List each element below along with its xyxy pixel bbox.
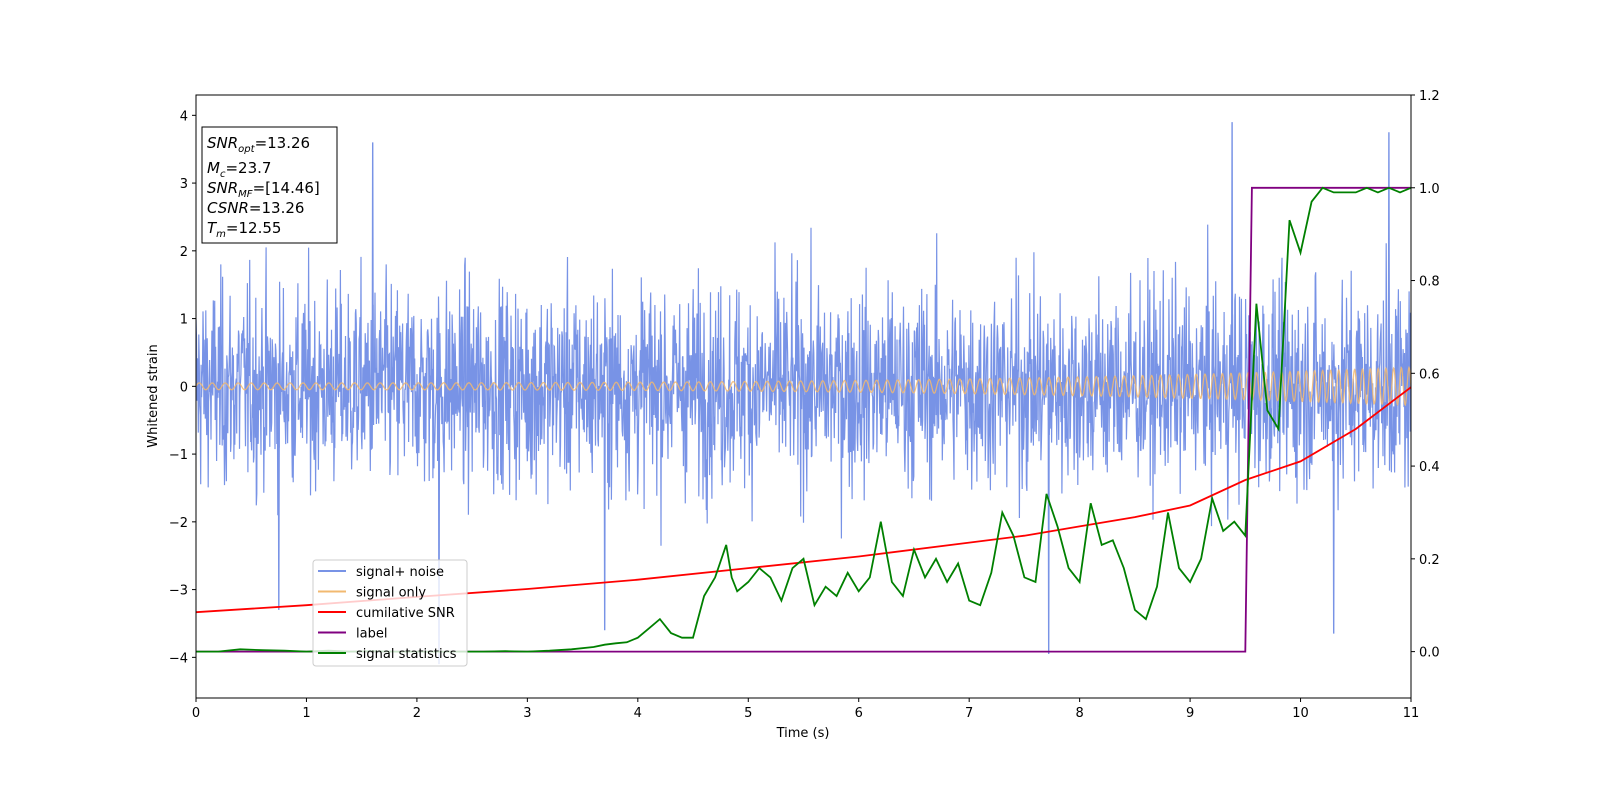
y-tick-label: −2 [169, 516, 188, 531]
legend-label: label [356, 627, 387, 642]
annotation-value: =12.55 [226, 219, 282, 237]
series-line-label [196, 186, 1411, 653]
annotation-value: =23.7 [225, 159, 271, 177]
annotation-symbol: SNR [207, 179, 238, 197]
annotation-line: SNRopt=13.26 [207, 134, 310, 155]
legend-label: signal+ noise [356, 565, 444, 580]
x-axis: 0 1 2 3 4 5 6 7 8 9 10 11 [192, 698, 1419, 721]
legend-label: signal only [356, 586, 426, 601]
annotation-value: =13.26 [249, 199, 305, 217]
annotation-subscript: opt [238, 144, 255, 155]
noise-spike [371, 142, 374, 387]
annotation-line: CSNR=13.26 [207, 199, 304, 217]
annotation-line: Mc=23.7 [207, 159, 271, 180]
x-tick-label: 0 [192, 706, 200, 721]
noise-spike [1332, 386, 1335, 634]
annotation-box: SNRopt=13.26Mc=23.7SNRMF=[14.46]CSNR=13.… [201, 126, 338, 244]
annotation-symbol: SNR [207, 134, 238, 152]
annotation-line: SNRMF=[14.46] [207, 179, 320, 200]
noise-spike [603, 386, 606, 631]
x-tick-label: 7 [965, 706, 973, 721]
y-tick-label: −4 [169, 651, 188, 666]
y-tick-label: −3 [169, 584, 188, 599]
legend: signal+ noise signal only cumilative SNR la… [312, 559, 468, 667]
x-tick-label: 11 [1403, 706, 1420, 721]
x-tick-label: 3 [523, 706, 531, 721]
series-line-signal-noise [196, 224, 1411, 546]
legend-label: cumilative SNR [356, 606, 455, 621]
annotation-symbol: CSNR [207, 199, 249, 217]
y-tick-label: 1 [180, 313, 188, 328]
x-tick-label: 2 [413, 706, 421, 721]
annotation-subscript: MF [238, 189, 253, 200]
x-tick-label: 10 [1292, 706, 1309, 721]
y-tick-label: 4 [180, 109, 188, 124]
annotation-subscript: c [220, 169, 226, 180]
noise-spike [1387, 132, 1391, 387]
y-tick-label: 2 [180, 245, 188, 260]
plot-frame [195, 94, 1412, 699]
x-tick-label: 4 [634, 706, 642, 721]
annotation-line: Tm=12.55 [207, 219, 281, 240]
x-tick-label: 9 [1186, 706, 1194, 721]
annotation-value: =13.26 [255, 134, 311, 152]
annotation-symbol: T [207, 219, 218, 237]
y-axis-left: −4 −3 −2 −1 0 1 2 3 4 [169, 109, 196, 666]
y2-tick-label: 0.4 [1419, 460, 1440, 475]
y-tick-label: 0 [180, 380, 188, 395]
series-layer [196, 122, 1411, 665]
y2-tick-label: 0.0 [1419, 646, 1440, 661]
y-tick-label: −1 [169, 448, 188, 463]
y-axis-label: Whitened strain [146, 344, 161, 447]
x-tick-label: 8 [1075, 706, 1083, 721]
annotation-value: =[14.46] [253, 179, 320, 197]
x-axis-label: Time (s) [776, 726, 830, 741]
y2-tick-label: 0.2 [1419, 553, 1440, 568]
series-line-signal-statistics [196, 186, 1411, 653]
annotation-frame [201, 126, 338, 244]
series-line-signal-only [196, 365, 1411, 407]
x-tick-label: 5 [744, 706, 752, 721]
legend-label: signal statistics [356, 647, 457, 662]
x-tick-label: 6 [855, 706, 863, 721]
legend-frame [312, 559, 468, 667]
y2-tick-label: 1.2 [1419, 89, 1440, 104]
noise-spike [1230, 122, 1234, 387]
y2-tick-label: 0.8 [1419, 275, 1440, 290]
y2-tick-label: 1.0 [1419, 182, 1440, 197]
annotation-symbol: M [207, 159, 220, 177]
noise-spike [277, 386, 280, 610]
y2-tick-label: 0.6 [1419, 367, 1440, 382]
annotation-subscript: m [216, 229, 226, 240]
x-tick-label: 1 [302, 706, 310, 721]
y-tick-label: 3 [180, 177, 188, 192]
noise-spike [1047, 386, 1050, 655]
y-axis-right: 0.0 0.2 0.4 0.6 0.8 1.0 1.2 [1411, 89, 1440, 661]
